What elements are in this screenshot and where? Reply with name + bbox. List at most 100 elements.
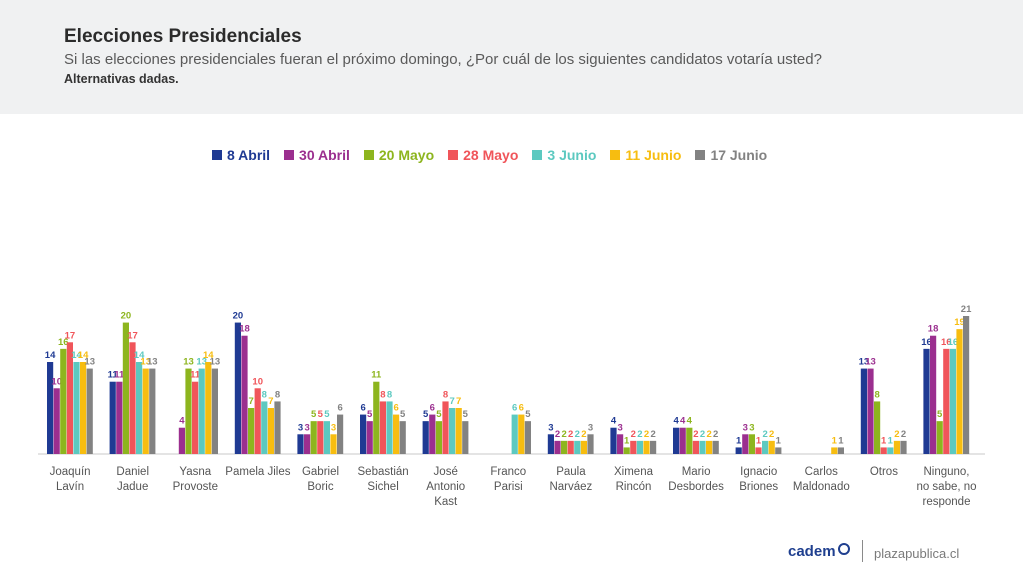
bar [900,440,907,454]
data-label: 6 [393,403,398,414]
data-label: 20 [233,311,244,322]
bar [360,414,367,454]
bar [304,434,311,454]
data-label: 2 [581,429,586,440]
legend-item: 3 Junio [532,147,596,163]
bar [949,348,956,454]
bar [561,440,568,454]
bar [261,401,268,454]
data-label: 16 [948,337,959,348]
bar [386,401,393,454]
category-label: Desbordes [668,481,724,493]
data-label: 2 [631,429,636,440]
data-label: 2 [700,429,705,440]
data-label: 11 [190,370,201,381]
bar [449,408,456,454]
category-label: Otros [870,466,898,478]
bar [86,368,93,454]
data-label: 5 [367,409,373,420]
bar [323,421,330,454]
bar [679,427,686,454]
bar [66,342,73,454]
category-label: Gabriel [302,466,339,478]
bar [587,434,594,454]
data-label: 8 [874,389,879,400]
data-label: 2 [901,429,906,440]
legend-swatch [284,150,295,160]
data-label: 5 [318,409,324,420]
data-label: 3 [588,422,593,433]
data-label: 4 [680,416,686,427]
legend-label: 30 Abril [299,147,350,163]
bar [211,368,218,454]
data-label: 2 [713,429,718,440]
bar [136,362,143,454]
category-label: Boric [307,481,333,493]
category-label: responde [923,496,971,508]
bar [330,434,337,454]
bar [673,427,680,454]
data-label: 8 [387,389,392,400]
bar [234,322,241,454]
data-label: 18 [239,324,250,335]
bar [867,368,874,454]
category-label: Narváez [549,481,592,493]
bar [142,368,149,454]
data-label: 6 [512,403,517,414]
bar [254,388,261,454]
bar [129,342,136,454]
category-label: Franco [490,466,526,478]
bar [643,440,650,454]
bar [379,401,386,454]
data-label: 21 [961,304,972,315]
data-label: 3 [548,422,553,433]
legend-swatch [532,150,543,160]
data-label: 2 [561,429,566,440]
category-label: Briones [739,481,778,493]
bar [893,440,900,454]
data-label: 7 [449,396,454,407]
bar [580,440,587,454]
category-label: Sebastián [358,466,409,478]
legend-item: 11 Junio [610,147,681,163]
data-label: 2 [650,429,655,440]
bar [712,440,719,454]
data-label: 3 [617,422,622,433]
bar [366,421,373,454]
bar [524,421,531,454]
bar [554,440,561,454]
bar [122,322,129,454]
legend-item: 30 Abril [284,147,350,163]
bar [930,335,937,454]
bar [742,434,749,454]
legend-swatch [212,150,222,160]
data-label: 5 [436,409,442,420]
data-label: 13 [140,357,151,368]
data-label: 10 [252,376,263,387]
bar [860,368,867,454]
category-label: Sichel [367,481,398,493]
header-band [0,0,1023,114]
data-label: 2 [637,429,642,440]
bar [706,440,713,454]
bar [205,362,212,454]
bar [241,335,248,454]
data-label: 8 [443,389,448,400]
legend-label: 8 Abril [227,147,271,163]
data-label: 10 [51,376,62,387]
data-label: 6 [519,403,524,414]
data-label: 20 [121,311,132,322]
answer-note: Alternativas dadas. [64,72,179,86]
bar [462,421,469,454]
data-label: 1 [832,435,838,446]
footer-divider [862,540,863,562]
data-label: 1 [776,435,782,446]
bar [923,348,930,454]
data-label: 3 [749,422,754,433]
bar [393,414,400,454]
data-label: 5 [525,409,531,420]
data-label: 6 [360,403,365,414]
bar [755,447,762,454]
category-label: Ximena [614,466,654,478]
category-label: Daniel [116,466,149,478]
